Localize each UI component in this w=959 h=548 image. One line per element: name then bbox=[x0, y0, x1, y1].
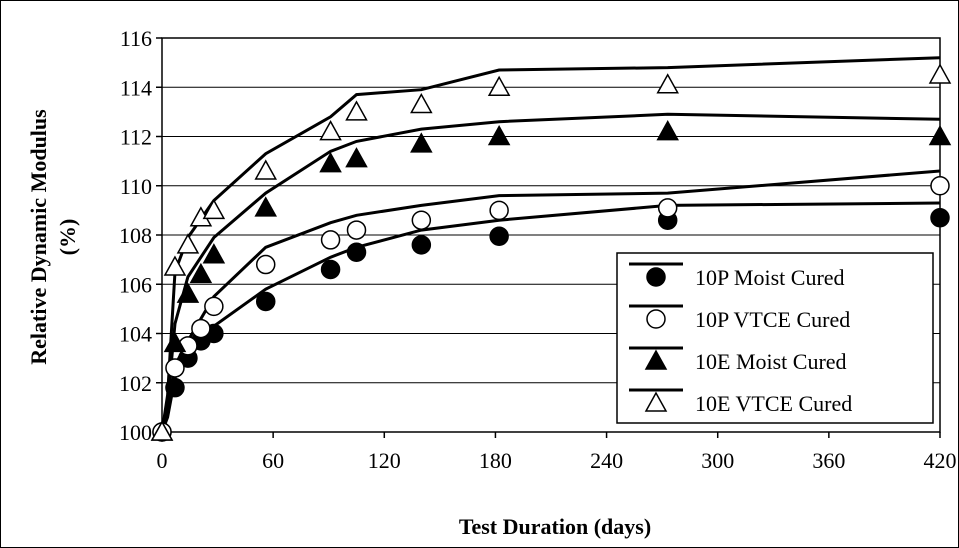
data-point-series-1 bbox=[489, 226, 509, 246]
data-point-series-3 bbox=[202, 243, 226, 264]
data-point-series-4 bbox=[163, 255, 187, 276]
data-point-series-2 bbox=[191, 318, 211, 339]
data-point-series-4 bbox=[176, 233, 200, 254]
data-point-series-3 bbox=[656, 120, 679, 141]
data-point-series-4 bbox=[656, 73, 679, 94]
data-point-series-1 bbox=[411, 235, 432, 255]
legend-box bbox=[616, 252, 934, 424]
legend-marker bbox=[646, 267, 666, 287]
data-point-series-4 bbox=[928, 63, 952, 84]
y-tick-label: 106 bbox=[119, 272, 152, 297]
data-point-series-2 bbox=[255, 254, 276, 275]
legend-marker bbox=[644, 349, 668, 370]
data-point-series-1 bbox=[320, 259, 341, 280]
x-tick-label: 300 bbox=[701, 448, 734, 473]
data-point-series-3 bbox=[487, 124, 511, 146]
y-tick-label: 104 bbox=[119, 322, 152, 347]
data-point-series-1 bbox=[930, 208, 950, 228]
data-point-series-3 bbox=[928, 124, 952, 146]
data-point-series-2 bbox=[165, 358, 185, 378]
x-tick-label: 360 bbox=[812, 448, 845, 473]
data-point-series-4 bbox=[487, 75, 511, 96]
data-point-series-3 bbox=[163, 331, 187, 353]
data-point-series-3 bbox=[319, 152, 342, 173]
data-point-series-3 bbox=[189, 262, 213, 284]
x-tick-label: 0 bbox=[157, 448, 168, 473]
data-markers bbox=[150, 63, 952, 442]
axes: 100 102 104 106 108 110 112 114 116 0 60 120 180 240 3… bbox=[119, 26, 957, 473]
y-tick-label: 108 bbox=[119, 223, 152, 248]
fit-line-4 bbox=[160, 56, 941, 433]
legend-marker bbox=[646, 309, 666, 329]
data-point-series-1 bbox=[165, 377, 185, 398]
y-tick-label: 112 bbox=[120, 125, 152, 150]
y-tick-label: 100 bbox=[119, 420, 152, 445]
legend-label: 10E VTCE Cured bbox=[695, 391, 852, 416]
data-point-series-2 bbox=[411, 210, 432, 230]
x-tick-label: 240 bbox=[590, 448, 623, 473]
y-axis-title-line2: (%) bbox=[55, 219, 80, 256]
y-tick-label: 116 bbox=[120, 26, 152, 51]
data-point-series-4 bbox=[202, 198, 226, 220]
data-point-series-3 bbox=[176, 282, 200, 303]
x-tick-label: 120 bbox=[368, 448, 401, 473]
data-point-series-4 bbox=[254, 159, 278, 180]
y-tick-label: 114 bbox=[120, 75, 152, 100]
data-point-series-2 bbox=[489, 200, 509, 221]
x-tick-label: 180 bbox=[479, 448, 512, 473]
data-point-series-2 bbox=[930, 176, 950, 196]
data-point-series-2 bbox=[657, 198, 678, 218]
data-point-series-2 bbox=[204, 296, 224, 317]
x-axis-title: Test Duration (days) bbox=[459, 514, 651, 539]
y-tick-label: 110 bbox=[120, 174, 152, 199]
data-point-series-3 bbox=[410, 132, 433, 153]
y-axis-title-line1: Relative Dynamic Modulus bbox=[26, 109, 51, 365]
data-point-series-1 bbox=[255, 291, 276, 312]
data-point-series-4 bbox=[150, 420, 174, 441]
y-tick-label: 102 bbox=[119, 371, 152, 396]
legend-label: 10P VTCE Cured bbox=[695, 307, 850, 332]
legend-label: 10P Moist Cured bbox=[695, 265, 845, 290]
data-point-series-2 bbox=[320, 230, 341, 250]
legend: 10P Moist Cured 10P VTCE Cured 10E Moist C… bbox=[616, 252, 934, 424]
data-point-series-4 bbox=[410, 92, 433, 114]
data-point-series-4 bbox=[319, 120, 342, 141]
data-point-series-1 bbox=[346, 242, 367, 262]
x-tick-label: 60 bbox=[262, 448, 284, 473]
data-point-series-3 bbox=[254, 196, 278, 217]
data-point-series-4 bbox=[345, 100, 368, 121]
legend-label: 10E Moist Cured bbox=[695, 349, 847, 374]
x-tick-label: 420 bbox=[924, 448, 957, 473]
data-point-series-2 bbox=[346, 220, 367, 240]
legend-marker bbox=[644, 391, 668, 412]
data-point-series-3 bbox=[345, 147, 368, 168]
